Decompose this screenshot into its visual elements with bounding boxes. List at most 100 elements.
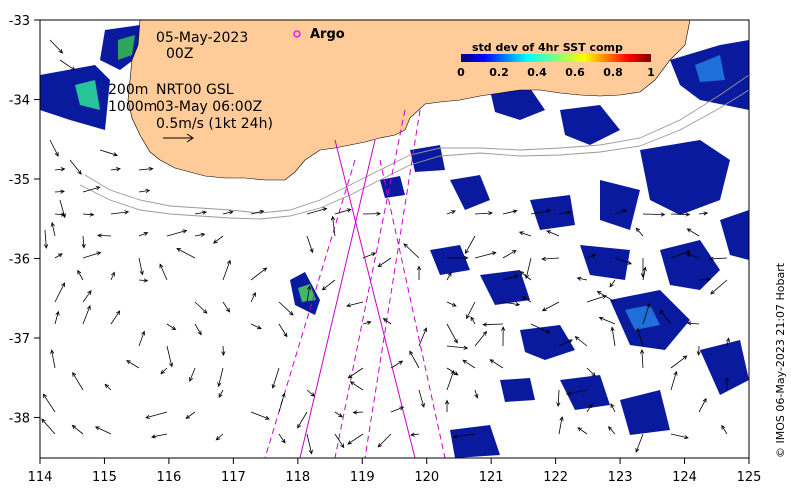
current-arrow bbox=[446, 369, 455, 391]
current-arrow bbox=[452, 433, 476, 439]
current-arrow bbox=[352, 410, 364, 415]
credit-text: © IMOS 06-May-2023 21:07 Hobart bbox=[774, 262, 787, 458]
current-arrow bbox=[334, 208, 352, 215]
x-tick-label: 124 bbox=[672, 470, 697, 485]
y-tick-label: -37 bbox=[9, 332, 30, 347]
x-tick-label: 123 bbox=[608, 470, 633, 485]
current-arrow bbox=[501, 326, 506, 347]
x-tick-label: 117 bbox=[221, 470, 246, 485]
current-arrow bbox=[126, 360, 140, 369]
current-arrow bbox=[297, 411, 308, 429]
current-arrow bbox=[81, 235, 86, 249]
scale-label: 0.5m/s (1kt 24h) bbox=[156, 116, 273, 132]
current-arrow bbox=[596, 290, 616, 303]
current-arrow bbox=[54, 189, 65, 194]
current-arrow bbox=[416, 265, 422, 281]
current-arrow bbox=[576, 276, 588, 281]
current-arrow bbox=[382, 318, 392, 325]
current-arrow bbox=[222, 210, 234, 215]
current-arrow bbox=[502, 209, 518, 215]
current-arrow bbox=[635, 433, 644, 453]
current-arrow bbox=[166, 345, 174, 368]
current-arrow bbox=[250, 323, 262, 330]
current-arrow bbox=[686, 321, 700, 326]
current-arrow bbox=[160, 367, 168, 375]
current-arrow bbox=[278, 433, 286, 444]
current-arrow bbox=[138, 278, 149, 283]
current-arrow bbox=[670, 250, 691, 259]
current-arrow bbox=[42, 393, 56, 413]
colorbar: std dev of 4hr SST comp 0 0.2 0.4 0.6 0.8 1 bbox=[457, 41, 655, 79]
current-arrow bbox=[138, 231, 149, 237]
current-arrow bbox=[577, 427, 588, 435]
time-label: 00Z bbox=[166, 46, 193, 62]
y-tick-label: -33 bbox=[9, 14, 30, 29]
current-arrow bbox=[670, 212, 691, 217]
y-tick-label: -38 bbox=[9, 412, 30, 427]
current-arrow bbox=[390, 406, 405, 413]
current-arrow bbox=[306, 285, 312, 303]
satellite-tracks bbox=[264, 109, 446, 458]
isobaths bbox=[79, 74, 749, 220]
current-arrow bbox=[639, 349, 645, 369]
current-arrow bbox=[446, 301, 457, 307]
current-arrow bbox=[217, 367, 224, 388]
x-tick-label: 120 bbox=[414, 470, 439, 485]
current-arrow bbox=[418, 327, 428, 347]
colorbar-tick-label: 0.6 bbox=[565, 66, 585, 79]
current-arrow bbox=[721, 424, 728, 435]
credit-strip: © IMOS 06-May-2023 21:07 Hobart bbox=[774, 262, 787, 458]
current-arrow bbox=[614, 257, 632, 265]
current-arrow bbox=[446, 271, 452, 281]
current-arrow bbox=[502, 249, 517, 259]
current-arrow bbox=[59, 199, 66, 219]
current-arrow bbox=[54, 253, 63, 259]
x-axis: 114 115 116 117 118 119 120 121 122 123 124 125 bbox=[28, 458, 761, 485]
current-arrow bbox=[250, 411, 270, 420]
current-arrow bbox=[670, 433, 689, 440]
current-arrow bbox=[176, 248, 196, 259]
current-arrow bbox=[97, 233, 112, 238]
current-arrow bbox=[278, 323, 288, 338]
current-arrow bbox=[110, 310, 121, 325]
current-arrow bbox=[218, 389, 224, 398]
current-arrow bbox=[82, 186, 101, 193]
current-arrow bbox=[194, 210, 207, 215]
current-arrow bbox=[59, 59, 76, 71]
current-arrow bbox=[521, 296, 532, 303]
current-arrow bbox=[518, 231, 532, 237]
current-arrow bbox=[710, 279, 728, 295]
current-arrow bbox=[72, 371, 84, 391]
current-arrow bbox=[50, 349, 56, 369]
current-arrow bbox=[530, 323, 551, 334]
current-arrow bbox=[278, 392, 286, 413]
current-arrow bbox=[321, 279, 336, 291]
current-arrow bbox=[586, 403, 593, 413]
y-tick-label: -35 bbox=[9, 173, 30, 188]
current-arrow bbox=[138, 257, 144, 276]
current-arrow bbox=[194, 323, 202, 336]
current-arrow bbox=[696, 345, 701, 356]
current-arrow bbox=[185, 411, 196, 419]
current-arrow bbox=[49, 139, 59, 157]
current-arrow bbox=[362, 252, 377, 259]
current-arrow bbox=[685, 252, 700, 259]
current-arrow bbox=[222, 301, 231, 313]
current-arrow bbox=[470, 316, 476, 325]
current-arrow bbox=[189, 367, 196, 382]
current-arrow bbox=[77, 269, 84, 281]
current-arrow bbox=[409, 350, 420, 369]
y-axis: -33 -34 -35 -36 -37 -38 bbox=[9, 14, 40, 427]
current-arrow bbox=[474, 389, 479, 399]
current-arrow bbox=[166, 229, 188, 237]
source-label: NRT00 GSL bbox=[156, 82, 234, 98]
sst-highlights bbox=[75, 35, 725, 330]
current-arrow bbox=[41, 418, 56, 435]
current-arrow bbox=[271, 367, 280, 389]
current-arrow bbox=[69, 159, 82, 175]
current-arrow bbox=[82, 305, 91, 325]
current-arrow bbox=[546, 230, 560, 237]
current-arrow bbox=[610, 403, 616, 413]
current-arrow bbox=[194, 232, 206, 237]
